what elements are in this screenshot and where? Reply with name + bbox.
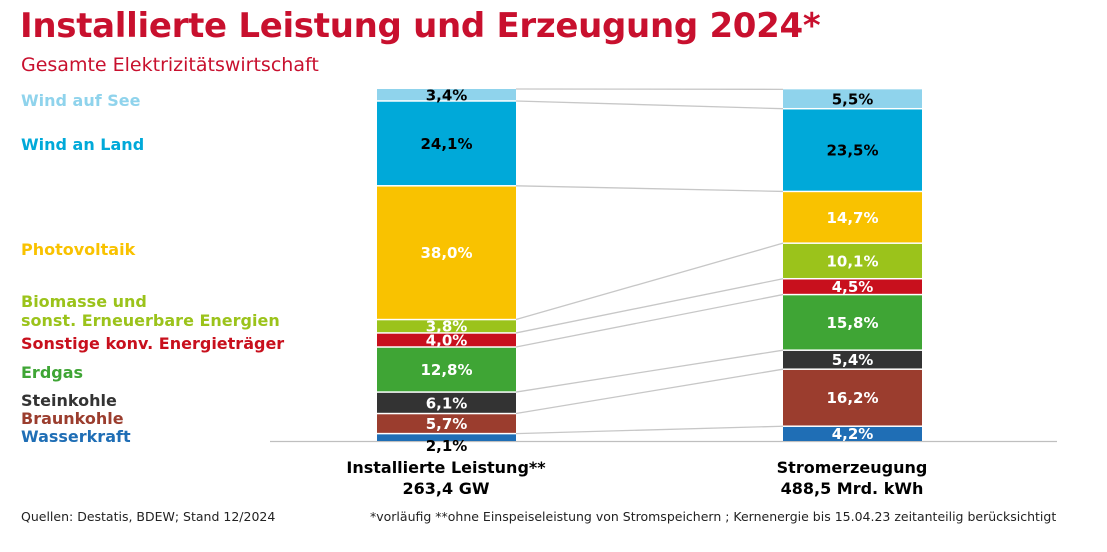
legend-item-wind-see: Wind auf See: [21, 91, 141, 110]
legend-item-sonstige: Sonstige konv. Energieträger: [21, 334, 285, 353]
bar-segment-wasserkraft-2: [783, 426, 922, 441]
footer-sources: Quellen: Destatis, BDEW; Stand 12/2024: [21, 509, 276, 524]
bar-segment-biomasse-und-sonst-erneuerbare-energien-1: [377, 320, 516, 333]
footer-notes: *vorläufig **ohne Einspeiseleistung von …: [370, 509, 1057, 524]
data-label-braunkohle-2: 16,2%: [826, 389, 878, 407]
x-category-name-1: Installierte Leistung**: [346, 458, 546, 477]
legend-item-steinkohle: Steinkohle: [21, 391, 117, 410]
bar-stack-2: [783, 89, 922, 441]
connector-photovoltaik: [515, 185, 784, 193]
data-label-sonstige-konv-energieträger-1: 4,0%: [426, 331, 468, 349]
data-label-wind-auf-see-2: 5,5%: [832, 91, 874, 109]
bar-segment-erdgas-2: [783, 295, 922, 350]
bar-segment-photovoltaik-2: [783, 192, 922, 243]
connector-lines: [515, 88, 784, 435]
data-label-wasserkraft-2: 4,2%: [832, 425, 874, 443]
legend-item-pv: Photovoltaik: [21, 240, 136, 259]
legend-item-wind-land: Wind an Land: [21, 135, 145, 154]
connector-steinkohle: [515, 349, 784, 393]
data-label-wasserkraft-1: 2,1%: [426, 437, 468, 455]
bar-segment-braunkohle-2: [783, 369, 922, 426]
bar-segment-biomasse-und-sonst-erneuerbare-energien-2: [783, 243, 922, 278]
data-label-erdgas-2: 15,8%: [826, 314, 878, 332]
x-category-name-2: Stromerzeugung: [776, 458, 928, 477]
connector-wasserkraft: [515, 425, 784, 435]
data-label-braunkohle-1: 5,7%: [426, 415, 468, 433]
x-category-label-1: Installierte Leistung** 263,4 GW: [326, 457, 566, 499]
legend-item-braunkohle: Braunkohle: [21, 409, 124, 428]
data-label-photovoltaik-2: 14,7%: [826, 209, 878, 227]
data-label-biomasse-und-sonst-erneuerbare-energien-1: 3,8%: [426, 318, 468, 336]
data-label-wind-an-land-2: 23,5%: [826, 142, 878, 160]
bar-segment-sonstige-konv-energieträger-2: [783, 279, 922, 294]
data-label-biomasse-und-sonst-erneuerbare-energien-2: 10,1%: [826, 252, 878, 270]
bar-segment-wasserkraft-1: [377, 434, 516, 441]
data-label-wind-auf-see-1: 3,4%: [426, 86, 468, 104]
bar-segment-steinkohle-2: [783, 350, 922, 369]
data-label-photovoltaik-1: 38,0%: [420, 244, 472, 262]
bar-segment-wind-an-land-2: [783, 109, 922, 191]
chart-title: Installierte Leistung und Erzeugung 2024…: [20, 6, 821, 46]
bar-segment-erdgas-1: [377, 347, 516, 392]
connector-braunkohle: [515, 368, 784, 415]
connector-erdgas: [515, 293, 784, 348]
chart-subtitle: Gesamte Elektrizitätswirtschaft: [21, 54, 319, 76]
x-category-total-1: 263,4 GW: [402, 479, 490, 498]
bar-segment-wind-auf-see-2: [783, 89, 922, 108]
data-label-erdgas-1: 12,8%: [420, 361, 472, 379]
x-category-label-2: Stromerzeugung 488,5 Mrd. kWh: [732, 457, 972, 499]
legend-item-biomasse: Biomasse und sonst. Erneuerbare Energien: [21, 292, 280, 330]
legend-item-wasserkraft: Wasserkraft: [21, 427, 131, 446]
bar-stack-1: [377, 89, 516, 441]
data-label-steinkohle-2: 5,4%: [832, 351, 874, 369]
legend-item-erdgas: Erdgas: [21, 363, 84, 382]
bar-segment-wind-an-land-1: [377, 101, 516, 186]
x-category-total-2: 488,5 Mrd. kWh: [780, 479, 924, 498]
bar-segment-steinkohle-1: [377, 392, 516, 413]
data-label-steinkohle-1: 6,1%: [426, 394, 468, 412]
data-label-wind-an-land-1: 24,1%: [420, 135, 472, 153]
bar-segment-wind-auf-see-1: [377, 89, 516, 101]
connector-biomasse-und-sonst-erneuerbare-energien: [515, 242, 784, 321]
data-label-sonstige-konv-energieträger-2: 4,5%: [832, 278, 874, 296]
bar-segment-photovoltaik-1: [377, 186, 516, 319]
bar-segment-braunkohle-1: [377, 414, 516, 433]
bar-segment-sonstige-konv-energieträger-1: [377, 333, 516, 347]
connector-sonstige-konv-energieträger: [515, 278, 784, 334]
connector-wind-an-land: [515, 100, 784, 110]
